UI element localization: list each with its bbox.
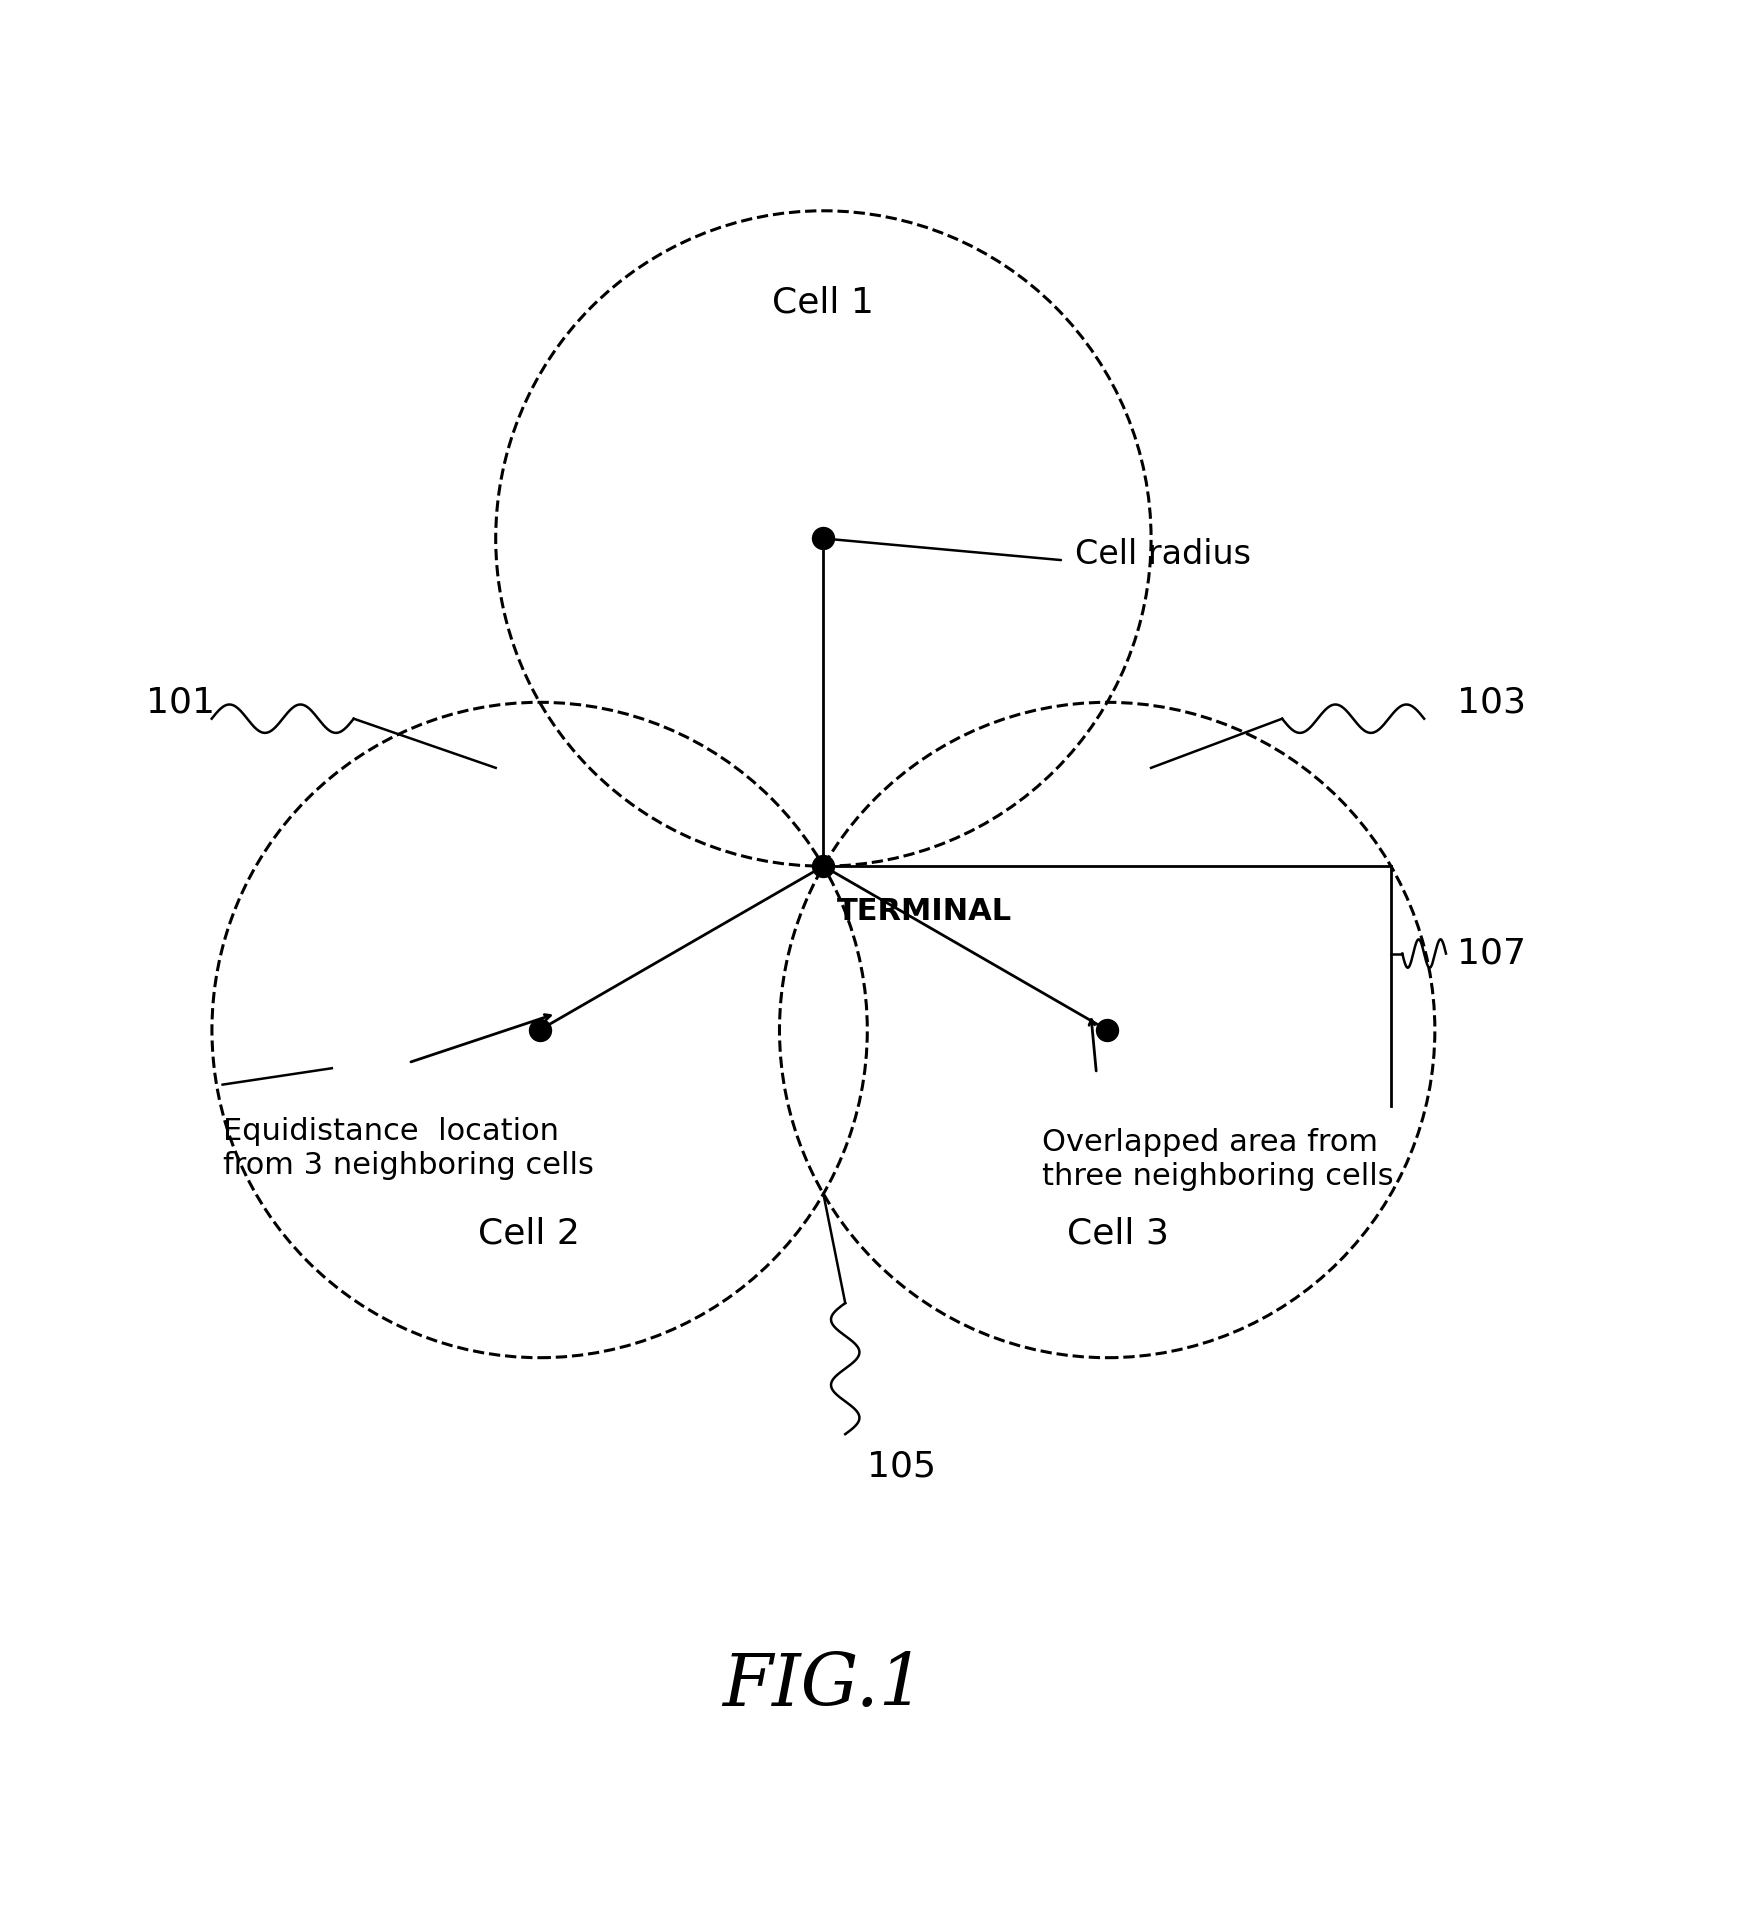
Text: TERMINAL: TERMINAL [835,898,1011,926]
Text: Equidistance  location
from 3 neighboring cells: Equidistance location from 3 neighboring… [223,1118,593,1180]
Text: FIG.1: FIG.1 [721,1649,925,1720]
Text: 105: 105 [867,1450,935,1485]
Text: 103: 103 [1457,685,1525,719]
Point [1093,1015,1121,1045]
Point [525,1015,553,1045]
Point [809,524,837,554]
Text: Overlapped area from
three neighboring cells: Overlapped area from three neighboring c… [1041,1128,1393,1191]
Text: Cell 2: Cell 2 [477,1216,579,1251]
Text: 107: 107 [1457,936,1525,971]
Text: 101: 101 [146,685,216,719]
Text: Cell 3: Cell 3 [1067,1216,1169,1251]
Text: Cell radius: Cell radius [1074,539,1250,572]
Text: Cell 1: Cell 1 [772,286,874,320]
Point [809,852,837,882]
